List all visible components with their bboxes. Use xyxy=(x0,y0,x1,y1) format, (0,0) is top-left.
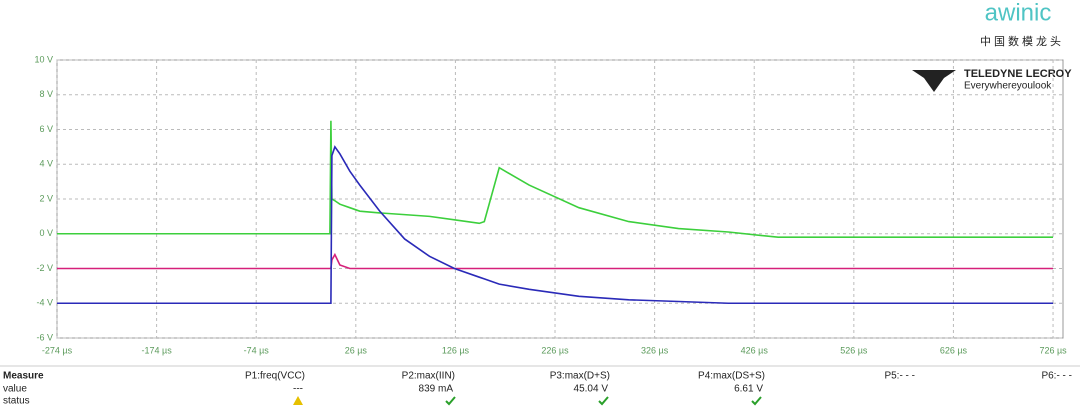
param-value: --- xyxy=(293,384,303,395)
y-tick-label: -2 V xyxy=(36,263,53,273)
param-value: 45.04 V xyxy=(574,384,609,395)
y-tick-label: -6 V xyxy=(36,332,53,342)
y-tick-label: 0 V xyxy=(39,228,53,238)
row-label: value xyxy=(3,384,27,395)
x-tick-label: 26 µs xyxy=(345,345,368,355)
x-tick-label: -274 µs xyxy=(42,345,73,355)
y-tick-label: 8 V xyxy=(39,89,53,99)
y-tick-label: -4 V xyxy=(36,298,53,308)
trace xyxy=(57,252,1054,270)
param-value: 6.61 V xyxy=(734,384,763,395)
warning-icon xyxy=(293,396,303,405)
awinic-logo: awinic xyxy=(985,0,1052,26)
param-value: 839 mA xyxy=(419,384,454,395)
measure-title: Measure xyxy=(3,371,44,382)
x-tick-label: -74 µs xyxy=(244,345,270,355)
lecroy-tagline: Everywhereyoulook xyxy=(964,81,1052,92)
lecroy-brand: TELEDYNE LECROY xyxy=(964,68,1072,80)
y-tick-label: 6 V xyxy=(39,124,53,134)
row-label: status xyxy=(3,396,30,407)
x-tick-label: 426 µs xyxy=(741,345,769,355)
param-header: P5:- - - xyxy=(884,371,915,382)
check-icon xyxy=(598,396,609,406)
y-tick-label: 2 V xyxy=(39,193,53,203)
lecroy-icon xyxy=(912,70,956,92)
x-tick-label: 626 µs xyxy=(940,345,968,355)
param-header: P1:freq(VCC) xyxy=(245,371,305,382)
awinic-sub: 中国数模龙头 xyxy=(980,35,1064,48)
trace xyxy=(57,145,1054,305)
x-tick-label: 226 µs xyxy=(541,345,569,355)
x-tick-label: 126 µs xyxy=(442,345,470,355)
param-header: P6:- - - xyxy=(1041,371,1072,382)
trace xyxy=(57,120,1054,239)
x-tick-label: 526 µs xyxy=(840,345,868,355)
y-tick-label: 10 V xyxy=(34,54,53,64)
param-header: P4:max(DS+S) xyxy=(698,371,765,382)
y-tick-label: 4 V xyxy=(39,159,53,169)
param-header: P3:max(D+S) xyxy=(550,371,610,382)
x-tick-label: 726 µs xyxy=(1039,345,1067,355)
x-tick-label: -174 µs xyxy=(142,345,173,355)
check-icon xyxy=(445,396,456,406)
param-header: P2:max(IIN) xyxy=(402,371,455,382)
x-tick-label: 326 µs xyxy=(641,345,669,355)
check-icon xyxy=(751,396,762,406)
